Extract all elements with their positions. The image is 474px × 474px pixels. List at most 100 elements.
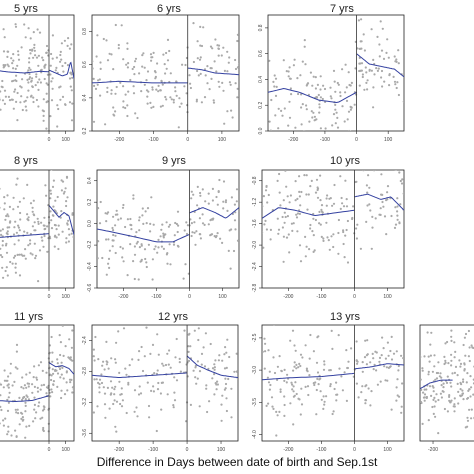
scatter-point <box>370 69 373 72</box>
scatter-point <box>399 203 402 206</box>
scatter-point <box>40 221 43 224</box>
scatter-point <box>218 85 221 88</box>
scatter-point <box>295 367 298 370</box>
scatter-point <box>396 218 399 221</box>
scatter-point <box>229 267 232 270</box>
scatter-point <box>442 382 445 385</box>
scatter-point <box>394 223 398 226</box>
scatter-point <box>204 200 207 203</box>
scatter-point <box>446 410 449 413</box>
scatter-point <box>400 354 403 357</box>
scatter-point <box>28 76 32 79</box>
scatter-point <box>28 57 31 60</box>
scatter-point <box>12 196 15 199</box>
panel-frame <box>96 169 240 289</box>
scatter-point <box>206 410 209 414</box>
panel-frame <box>0 14 75 132</box>
scatter-point <box>115 341 118 344</box>
scatter-point <box>121 206 125 209</box>
scatter-point <box>228 81 231 84</box>
scatter-point <box>24 436 27 439</box>
scatter-point <box>151 88 154 91</box>
scatter-point <box>118 371 121 374</box>
scatter-point <box>98 383 101 386</box>
scatter-point <box>283 403 286 407</box>
scatter-point <box>422 391 425 394</box>
scatter-point <box>153 248 156 251</box>
scatter-point <box>117 47 120 50</box>
scatter-point <box>189 82 192 85</box>
scatter-point <box>190 234 193 238</box>
scatter-point <box>33 396 36 399</box>
scatter-point <box>1 79 4 83</box>
scatter-point <box>40 384 43 387</box>
scatter-point <box>31 253 34 256</box>
scatter-point <box>183 229 186 232</box>
scatter-point <box>217 359 220 362</box>
scatter-point <box>3 196 6 199</box>
scatter-point <box>225 366 228 369</box>
scatter-point <box>31 85 34 89</box>
scatter-point <box>319 174 322 177</box>
scatter-point <box>333 387 336 391</box>
scatter-point <box>170 98 173 101</box>
scatter-point <box>173 399 177 402</box>
scatter-point <box>19 218 22 221</box>
scatter-point <box>10 98 13 101</box>
scatter-point <box>4 218 7 221</box>
scatter-point <box>7 425 10 428</box>
scatter-point <box>345 228 348 232</box>
scatter-point <box>36 217 39 220</box>
scatter-point <box>181 63 184 66</box>
scatter-point <box>97 358 100 361</box>
scatter-point <box>1 239 4 243</box>
scatter-point <box>236 96 239 99</box>
scatter-point <box>310 179 313 182</box>
scatter-point <box>121 256 124 259</box>
scatter-point <box>282 260 285 263</box>
scatter-point <box>266 376 269 379</box>
scatter-point <box>102 360 105 363</box>
scatter-points <box>92 22 239 129</box>
scatter-point <box>335 399 338 402</box>
scatter-point <box>360 18 363 21</box>
scatter-point <box>24 36 27 39</box>
scatter-point <box>127 383 130 386</box>
scatter-point <box>397 62 400 65</box>
scatter-point <box>133 65 136 69</box>
scatter-point <box>48 157 50 159</box>
scatter-point <box>233 219 237 222</box>
scatter-point <box>330 235 333 238</box>
scatter-point <box>166 59 170 62</box>
scatter-point <box>6 409 10 412</box>
scatter-point <box>322 395 325 398</box>
scatter-point <box>365 220 368 223</box>
scatter-point <box>301 356 304 359</box>
scatter-point <box>149 53 153 56</box>
scatter-point <box>190 190 193 193</box>
fit-line-left <box>92 80 188 84</box>
scatter-point <box>110 357 113 360</box>
scatter-point <box>46 225 49 228</box>
scatter-point <box>209 45 213 48</box>
scatter-point <box>195 230 198 233</box>
scatter-point <box>355 382 358 385</box>
scatter-point <box>51 34 55 37</box>
scatter-point <box>112 229 115 232</box>
scatter-point <box>328 248 331 251</box>
scatter-point <box>449 381 452 384</box>
scatter-point <box>8 221 12 224</box>
scatter-point <box>12 256 16 259</box>
scatter-point <box>296 212 300 215</box>
scatter-point <box>289 194 292 197</box>
scatter-point <box>344 63 347 66</box>
scatter-point <box>36 81 39 84</box>
scatter-point <box>145 326 148 329</box>
scatter-point <box>0 98 1 101</box>
scatter-point <box>33 403 37 406</box>
scatter-point <box>8 205 11 208</box>
scatter-point <box>301 60 304 63</box>
scatter-point <box>1 244 4 247</box>
scatter-point <box>234 228 237 231</box>
scatter-point <box>454 365 458 368</box>
